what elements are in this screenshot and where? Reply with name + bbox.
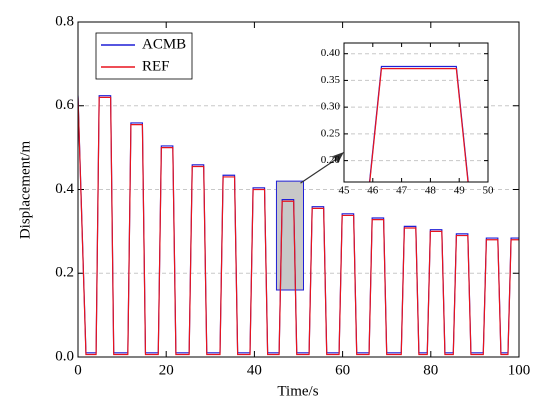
- y-tick-label: 0.4: [55, 181, 74, 197]
- y-tick-label: 0.40: [321, 47, 341, 59]
- zoom-arrow-head: [333, 152, 344, 163]
- x-tick-label: 80: [423, 362, 438, 378]
- legend-box: [95, 32, 193, 80]
- legend-label: ACMB: [142, 36, 186, 52]
- zoom-arrow: [300, 157, 339, 184]
- y-tick-label: 0.35: [321, 74, 341, 86]
- series-line: [78, 96, 519, 356]
- x-tick-label: 60: [335, 362, 350, 378]
- inset-frame: [343, 42, 489, 183]
- y-tick-label: 0.25: [321, 127, 341, 139]
- x-tick-label: 20: [159, 362, 174, 378]
- plot-frame: [77, 21, 520, 358]
- x-tick-label: 0: [74, 362, 82, 378]
- x-tick-label: 49: [454, 185, 466, 197]
- x-tick-label: 40: [247, 362, 262, 378]
- x-tick-label: 45: [339, 185, 351, 197]
- x-tick-label: 47: [396, 185, 408, 197]
- y-tick-label: 0.20: [321, 154, 341, 166]
- y-tick-label: 0.30: [321, 101, 341, 113]
- y-tick-label: 0.2: [55, 265, 74, 281]
- x-axis-label: Time/s: [277, 383, 318, 399]
- x-tick-label: 46: [367, 185, 379, 197]
- y-axis-label: Displacement/m: [17, 141, 33, 240]
- x-tick-label: 100: [508, 362, 531, 378]
- x-tick-label: 50: [483, 185, 495, 197]
- y-tick-label: 0.6: [55, 97, 74, 113]
- legend-label: REF: [142, 58, 170, 74]
- x-tick-label: 48: [425, 185, 437, 197]
- y-tick-label: 0.0: [55, 348, 74, 364]
- y-tick-label: 0.8: [55, 13, 74, 29]
